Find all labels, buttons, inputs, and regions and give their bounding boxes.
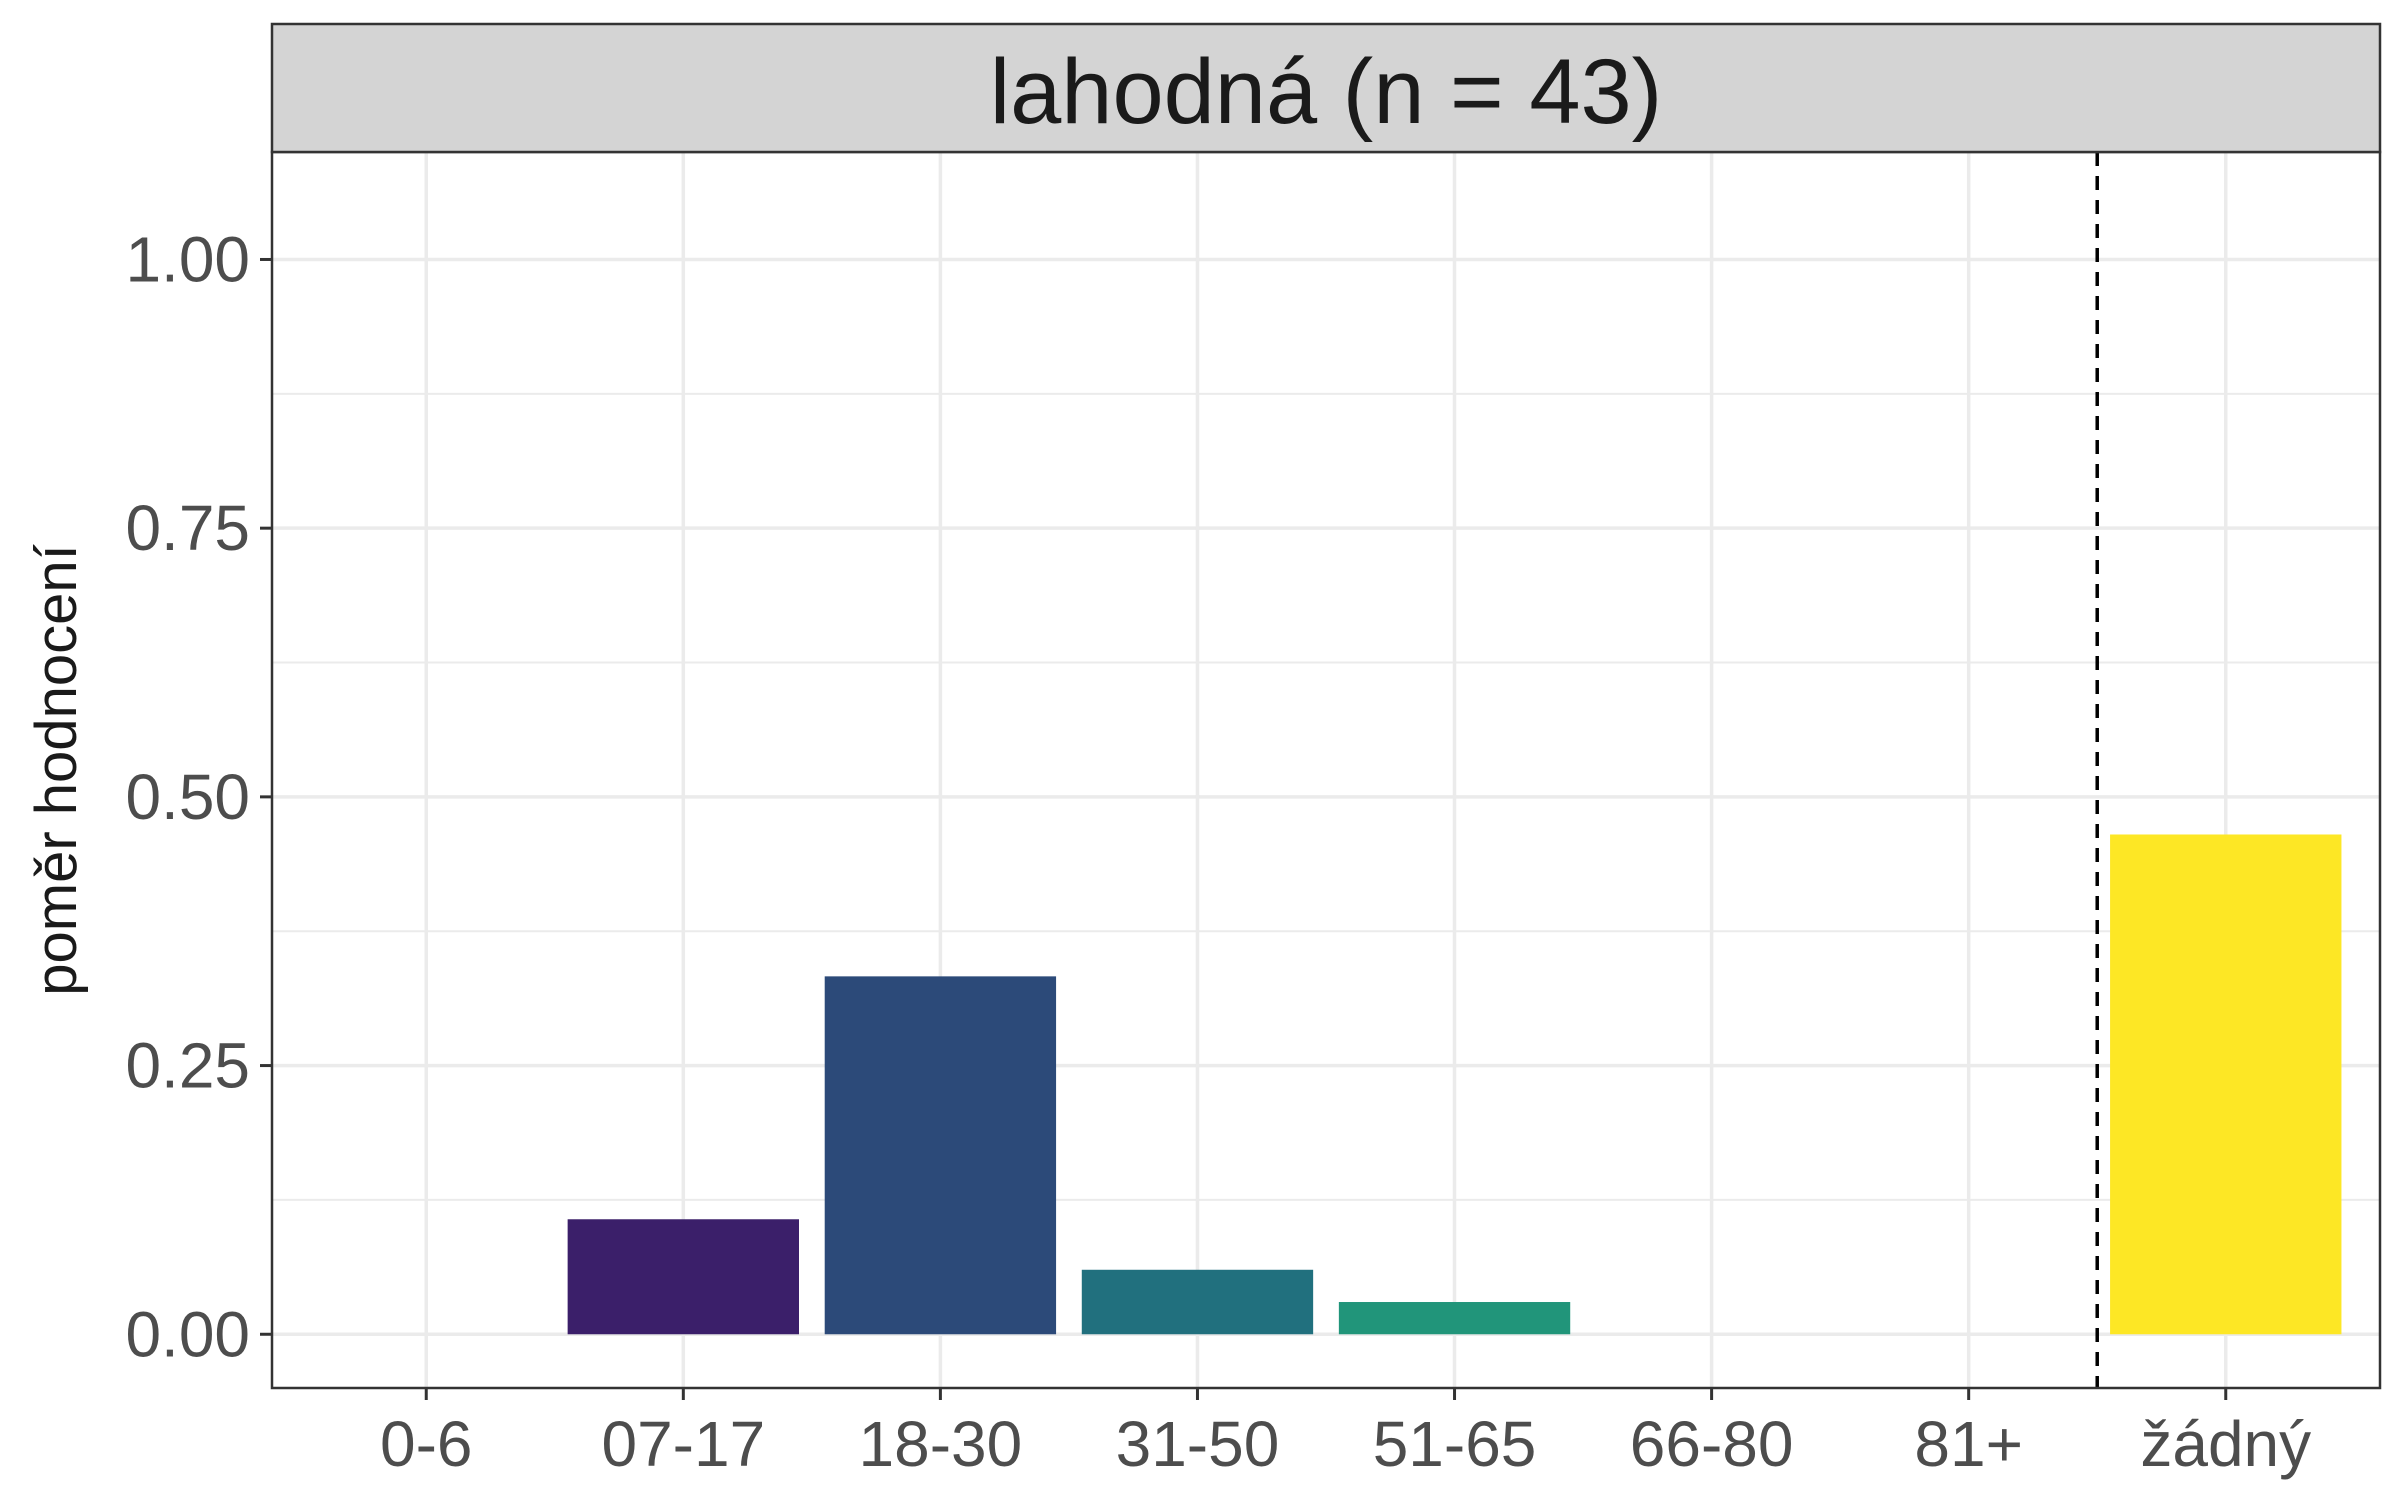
bar-51-65 <box>1338 1302 1571 1335</box>
facet-title: lahodná (n = 43) <box>990 41 1663 143</box>
facet-strip-background <box>270 22 2382 154</box>
y-tick-label: 0.00 <box>125 1298 250 1370</box>
bar-18-30 <box>824 976 1057 1335</box>
y-axis-title: poměr hodnocení <box>24 544 89 995</box>
bar-žádný <box>2110 834 2342 1335</box>
x-tick-label: 31-50 <box>1116 1408 1280 1480</box>
y-axis: 0.00 0.25 0.50 0.75 1.00 <box>125 223 272 1370</box>
x-axis: 0-6 07-17 18-30 31-50 51-65 66-80 81+ žádný <box>380 1388 2311 1480</box>
grid-layer <box>272 152 2380 1388</box>
y-tick-label: 1.00 <box>125 223 250 295</box>
x-tick-label: 07-17 <box>601 1408 765 1480</box>
bar-31-50 <box>1081 1269 1314 1335</box>
x-tick-label: 81+ <box>1914 1408 2023 1480</box>
x-tick-label: 66-80 <box>1630 1408 1794 1480</box>
bars-layer <box>567 834 2342 1335</box>
y-tick-label: 0.75 <box>125 492 250 564</box>
x-tick-label: žádný <box>2140 1408 2311 1480</box>
y-tick-label: 0.25 <box>125 1030 250 1102</box>
bar-07-17 <box>567 1219 799 1335</box>
x-tick-label: 18-30 <box>859 1408 1023 1480</box>
y-tick-label: 0.50 <box>125 761 250 833</box>
x-tick-label: 51-65 <box>1373 1408 1537 1480</box>
x-tick-label: 0-6 <box>380 1408 473 1480</box>
facet-strip: lahodná (n = 43) <box>270 22 2382 154</box>
